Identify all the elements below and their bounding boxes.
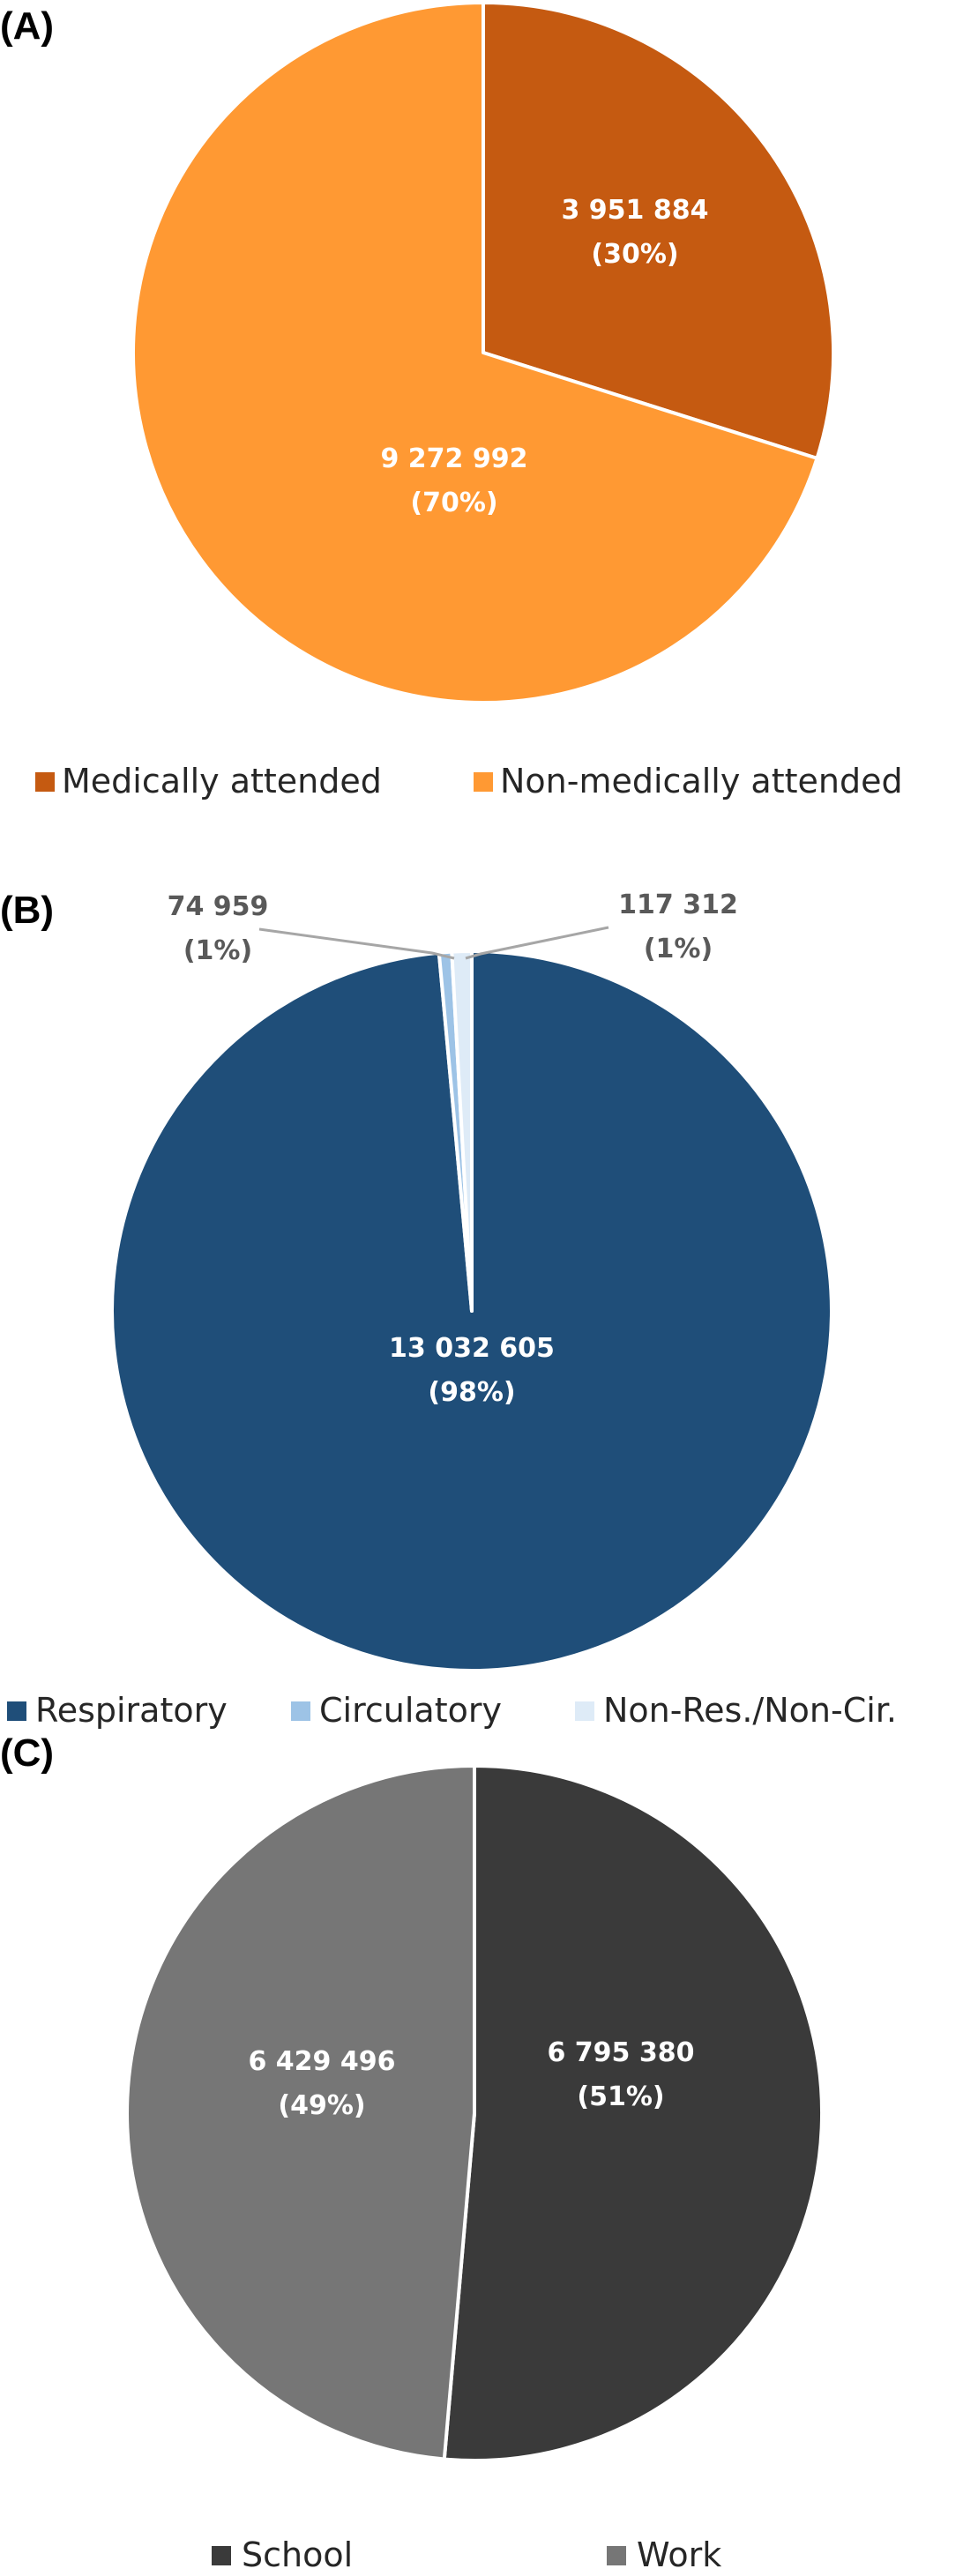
slice-c0-percent: (51%): [577, 2081, 664, 2112]
slice-b2-value: 117 312: [618, 890, 738, 920]
pie-b-labels: 13 032 605 (98%) 74 959 (1%) 117 312 (1%…: [168, 890, 738, 1408]
leader-b2: [465, 926, 609, 960]
slice-a0-percent: (30%): [591, 239, 678, 270]
legend-a-label-1: Non-medically attended: [500, 762, 903, 800]
legend-a: Medically attended Non-medically attende…: [35, 762, 903, 800]
legend-b-label-0: Respiratory: [35, 1691, 228, 1730]
panel-a-label: (A): [0, 4, 54, 48]
legend-c-swatch-0: [212, 2546, 231, 2565]
slice-c1-value: 6 429 496: [248, 2046, 395, 2077]
pie-c-labels: 6 795 380 (51%) 6 429 496 (49%): [248, 2037, 694, 2121]
legend-b: Respiratory Circulatory Non-Res./Non-Cir…: [7, 1691, 897, 1730]
legend-a-swatch-1: [474, 772, 493, 792]
legend-b-swatch-1: [291, 1701, 310, 1721]
legend-b-swatch-2: [575, 1701, 594, 1721]
slice-a0-value: 3 951 884: [561, 195, 708, 226]
slice-a1-percent: (70%): [410, 488, 497, 518]
pie-chart-c: [125, 1764, 824, 2462]
pie-chart-b: [109, 949, 833, 1672]
pie-b-slice-2: [450, 949, 474, 1313]
legend-b-label-1: Circulatory: [319, 1691, 502, 1730]
panel-b-label: (B): [0, 889, 54, 932]
legend-c-label-0: School: [242, 2535, 353, 2574]
slice-c0-value: 6 795 380: [547, 2037, 694, 2068]
pie-a-slice-0: [482, 1, 835, 460]
slice-b2-percent: (1%): [644, 934, 713, 964]
slice-b1-percent: (1%): [183, 935, 252, 966]
slice-a1-value: 9 272 992: [380, 443, 527, 474]
slice-b0-value: 13 032 605: [389, 1333, 555, 1364]
leader-b1: [258, 927, 455, 960]
legend-b-label-2: Non-Res./Non-Cir.: [603, 1691, 897, 1730]
pie-a-labels: 3 951 884 (30%) 9 272 992 (70%): [380, 195, 708, 518]
legend-c: School Work: [212, 2535, 721, 2574]
pie-c-slice-1: [125, 1764, 476, 2461]
panel-a: (A) 3 951 884 (30%) 9 272 992 (70%) Medi…: [0, 1, 903, 800]
legend-b-swatch-0: [7, 1701, 26, 1721]
panel-b: (B) 13 032 605 (98%) 74 959 (1%) 117 312…: [0, 889, 897, 1730]
legend-c-label-1: Work: [637, 2535, 721, 2574]
legend-a-label-0: Medically attended: [62, 762, 382, 800]
slice-b0-percent: (98%): [428, 1377, 515, 1408]
pie-c-slice-0: [442, 1764, 824, 2462]
slice-c1-percent: (49%): [278, 2090, 365, 2121]
slice-b1-value: 74 959: [168, 891, 269, 922]
pie-b-leaders: [258, 926, 609, 960]
panel-c-label: (C): [0, 1731, 54, 1775]
panel-c: (C) 6 795 380 (51%) 6 429 496 (49%) Scho…: [0, 1731, 824, 2574]
pie-chart-a: [131, 1, 835, 704]
legend-c-swatch-1: [607, 2546, 626, 2565]
legend-a-swatch-0: [35, 772, 55, 792]
pie-a-slice-1: [131, 1, 819, 704]
